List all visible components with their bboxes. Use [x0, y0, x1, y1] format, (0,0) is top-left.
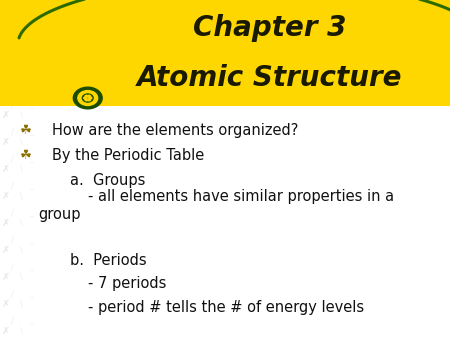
Text: \: \: [20, 273, 23, 282]
Text: \: \: [20, 29, 23, 38]
Text: –: –: [29, 266, 33, 275]
Text: - 7 periods: - 7 periods: [88, 276, 166, 291]
Text: –: –: [29, 293, 33, 302]
Text: \: \: [20, 327, 23, 336]
Text: Chapter 3: Chapter 3: [194, 14, 346, 42]
Text: /: /: [11, 209, 14, 217]
Text: ☘: ☘: [20, 124, 32, 137]
Text: /: /: [11, 263, 14, 271]
Circle shape: [78, 91, 98, 105]
Text: \: \: [20, 165, 23, 173]
Text: ✗: ✗: [2, 218, 10, 228]
Text: /: /: [11, 46, 14, 55]
Text: /: /: [11, 154, 14, 163]
Text: ✗: ✗: [2, 137, 10, 147]
Text: ✗: ✗: [2, 110, 10, 120]
Text: /: /: [11, 317, 14, 325]
Text: –: –: [29, 158, 33, 167]
Text: \: \: [20, 192, 23, 200]
Text: –: –: [29, 212, 33, 221]
Text: \: \: [20, 246, 23, 255]
Text: How are the elements organized?: How are the elements organized?: [52, 123, 298, 138]
Text: /: /: [11, 19, 14, 28]
Text: a.  Groups: a. Groups: [70, 173, 145, 188]
Circle shape: [88, 99, 90, 101]
Circle shape: [73, 87, 102, 109]
Text: - period # tells the # of energy levels: - period # tells the # of energy levels: [88, 300, 364, 315]
Text: b.  Periods: b. Periods: [70, 253, 146, 268]
Text: –: –: [29, 239, 33, 248]
Text: ☘: ☘: [20, 149, 32, 162]
Text: /: /: [11, 236, 14, 244]
Text: ✗: ✗: [2, 164, 10, 174]
Text: /: /: [11, 127, 14, 136]
Text: \: \: [20, 138, 23, 146]
Text: \: \: [20, 300, 23, 309]
Text: \: \: [20, 111, 23, 119]
Text: ✗: ✗: [2, 272, 10, 282]
Text: /: /: [11, 100, 14, 109]
Circle shape: [89, 97, 92, 99]
Circle shape: [85, 95, 88, 97]
Circle shape: [88, 95, 90, 97]
Text: ✗: ✗: [2, 299, 10, 309]
Text: By the Periodic Table: By the Periodic Table: [52, 148, 204, 163]
Text: –: –: [29, 185, 33, 194]
Text: –: –: [29, 320, 33, 329]
Text: \: \: [20, 83, 23, 92]
Text: ✗: ✗: [2, 83, 10, 93]
Text: ✗: ✗: [2, 326, 10, 336]
Text: –: –: [29, 104, 33, 113]
Text: ✗: ✗: [2, 245, 10, 255]
FancyBboxPatch shape: [0, 0, 450, 106]
Text: ✗: ✗: [2, 191, 10, 201]
Text: /: /: [11, 290, 14, 298]
Circle shape: [82, 94, 93, 102]
Text: group: group: [38, 207, 81, 222]
Text: –: –: [29, 50, 33, 58]
Circle shape: [85, 99, 88, 101]
Text: /: /: [11, 73, 14, 82]
Text: ✗: ✗: [2, 56, 10, 66]
Text: - all elements have similar properties in a: - all elements have similar properties i…: [88, 189, 394, 203]
Text: –: –: [29, 131, 33, 140]
Text: –: –: [29, 23, 33, 31]
Text: /: /: [11, 182, 14, 190]
Circle shape: [84, 97, 86, 99]
Text: Atomic Structure: Atomic Structure: [137, 64, 403, 92]
Text: \: \: [20, 56, 23, 65]
Text: –: –: [29, 77, 33, 86]
Text: ✗: ✗: [2, 29, 10, 39]
Text: \: \: [20, 219, 23, 227]
